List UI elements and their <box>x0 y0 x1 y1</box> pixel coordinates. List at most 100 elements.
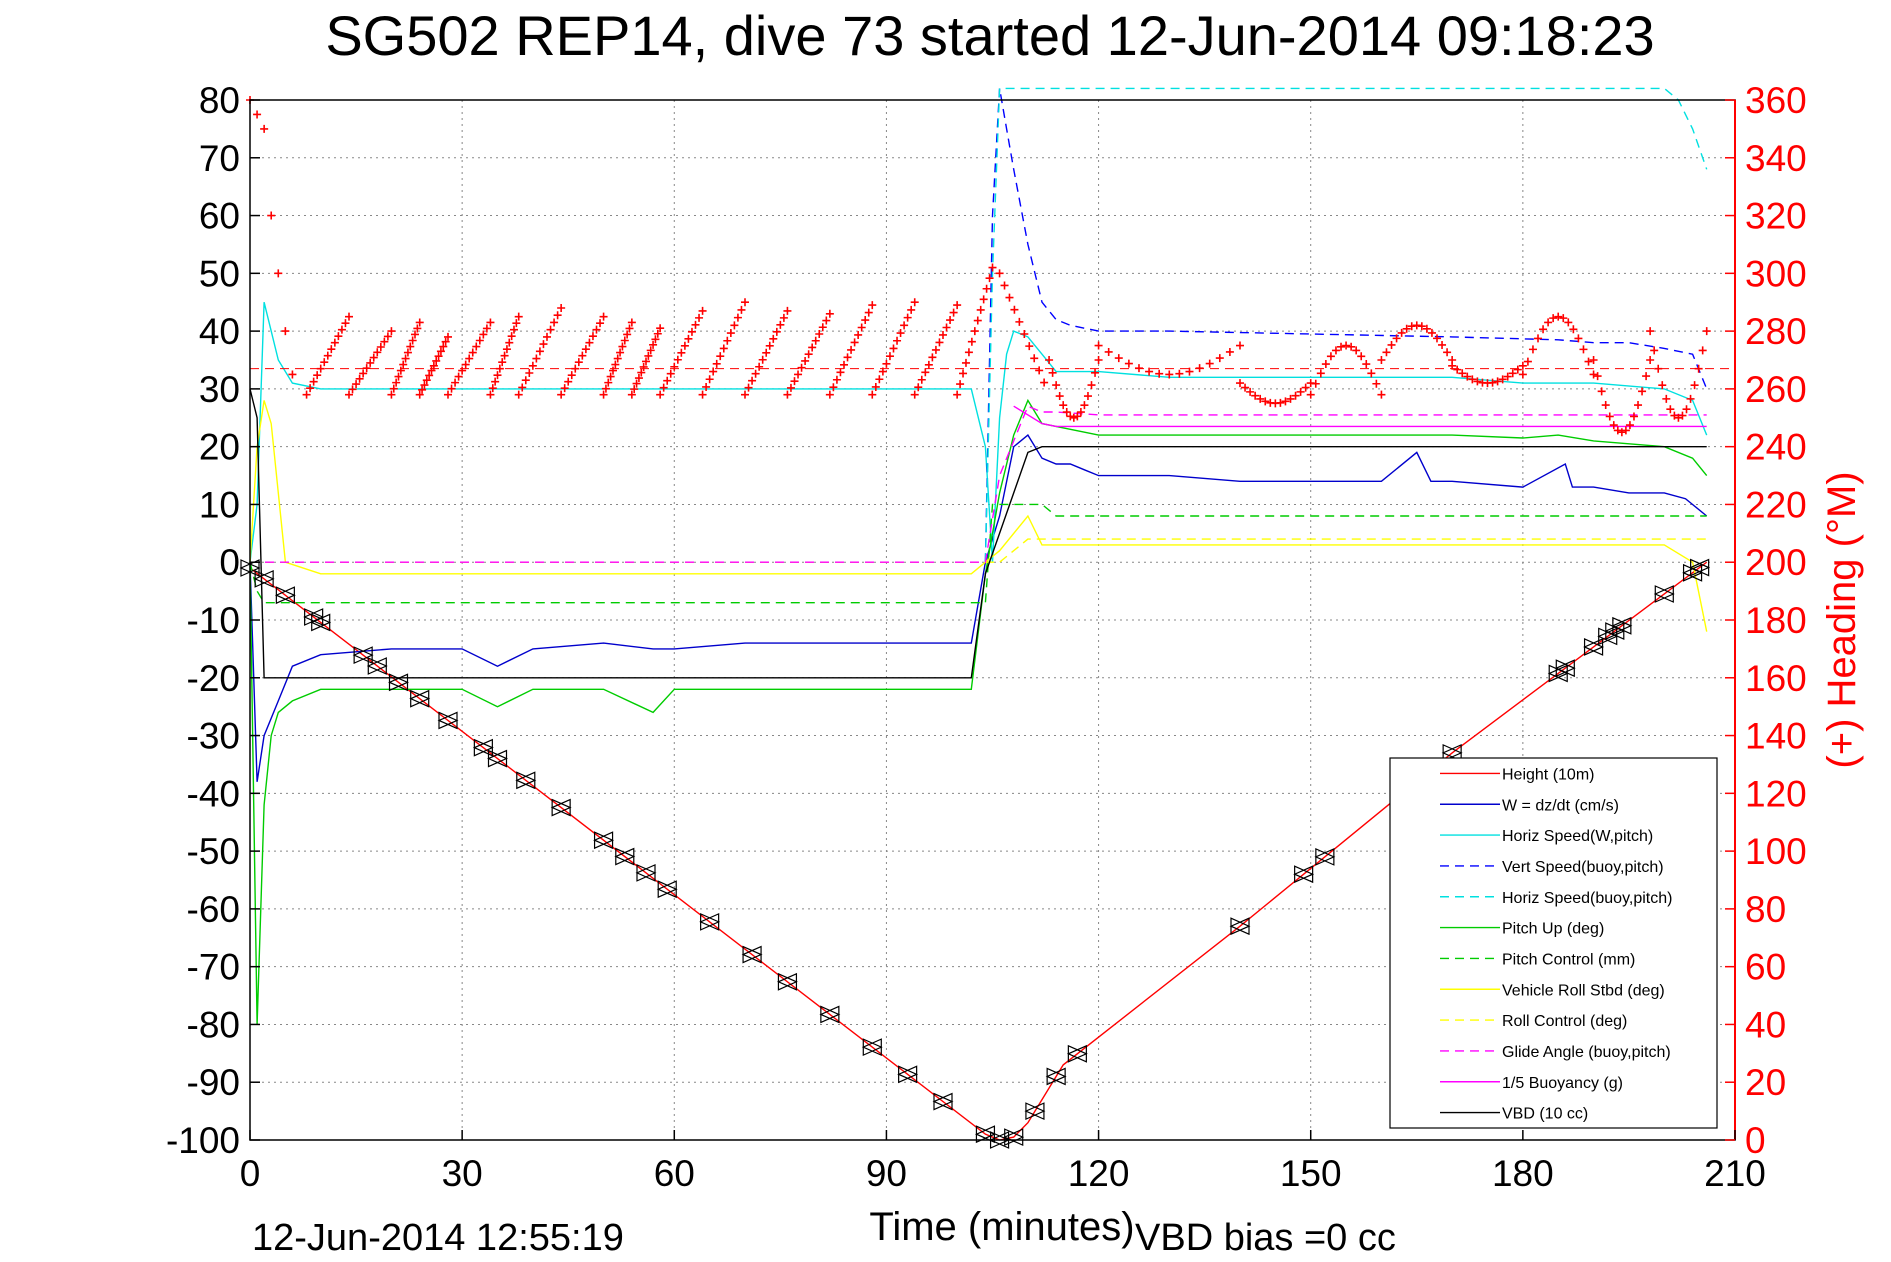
heading-marker <box>1256 394 1265 403</box>
depth-marker <box>741 945 762 964</box>
heading-marker <box>953 390 962 399</box>
heading-marker <box>488 384 497 393</box>
depth-marker <box>819 1005 840 1024</box>
heading-marker <box>535 347 544 356</box>
heading-marker <box>843 353 852 362</box>
heading-marker <box>1052 381 1061 390</box>
heading-marker <box>1634 401 1643 410</box>
x-tick-label: 0 <box>240 1153 261 1194</box>
heading-marker <box>514 390 523 399</box>
depth-marker <box>1689 558 1710 577</box>
heading-marker <box>288 370 297 379</box>
heading-marker <box>345 312 353 321</box>
heading-marker <box>663 376 672 385</box>
heading-marker <box>403 348 412 357</box>
heading-marker <box>592 325 601 334</box>
heading-marker <box>623 330 632 339</box>
heading-marker <box>953 301 962 310</box>
legend-label: VBD (10 cc) <box>1502 1106 1588 1123</box>
heading-marker <box>765 341 774 350</box>
heading-marker <box>1091 368 1100 377</box>
heading-marker <box>1055 392 1064 401</box>
heading-marker <box>366 358 375 367</box>
y2-tick-label: 40 <box>1745 1004 1786 1045</box>
heading-marker <box>411 330 419 339</box>
heading-marker <box>829 383 838 392</box>
heading-marker <box>979 295 988 304</box>
heading-marker <box>578 351 587 360</box>
heading-marker <box>1020 330 1029 338</box>
heading-marker <box>1427 328 1436 337</box>
heading-marker <box>557 390 566 399</box>
heading-marker <box>868 301 877 310</box>
depth-marker <box>1314 847 1335 866</box>
footer-timestamp: 12-Jun-2014 12:55:19 <box>252 1217 624 1259</box>
heading-marker <box>502 345 511 354</box>
heading-marker <box>260 124 269 133</box>
heading-marker <box>1589 356 1598 364</box>
legend-label: 1/5 Buoyancy (g) <box>1502 1075 1623 1092</box>
heading-marker <box>491 377 500 386</box>
heading-marker <box>702 382 711 391</box>
heading-marker <box>341 319 350 328</box>
depth-marker <box>472 738 493 757</box>
heading-marker <box>1076 408 1085 417</box>
heading-marker <box>454 372 463 381</box>
series-layer <box>249 87 1708 1141</box>
depth-marker <box>253 569 274 588</box>
heading-marker <box>1412 321 1421 330</box>
heading-marker <box>1559 314 1568 323</box>
y-tick-label: 60 <box>199 196 240 237</box>
heading-marker <box>670 362 679 371</box>
heading-marker <box>1372 379 1381 388</box>
heading-marker <box>1251 391 1260 400</box>
heading-marker <box>1291 391 1300 400</box>
heading-marker <box>472 342 481 351</box>
heading-marker <box>1185 367 1194 376</box>
heading-marker <box>730 321 739 330</box>
heading-marker <box>956 380 965 389</box>
heading-marker <box>427 366 436 375</box>
heading-marker <box>1337 342 1346 351</box>
heading-marker <box>964 348 973 357</box>
heading-marker <box>618 342 627 351</box>
heading-marker <box>1040 378 1049 387</box>
heading-marker <box>1650 346 1659 355</box>
heading-marker <box>596 319 605 328</box>
y2-tick-label: 340 <box>1745 138 1807 179</box>
legend-label: Roll Control (deg) <box>1502 1013 1627 1030</box>
depth-marker <box>614 847 635 866</box>
heading-marker <box>1629 412 1638 421</box>
heading-marker <box>741 298 749 307</box>
heading-marker <box>1670 411 1679 420</box>
heading-marker <box>1165 370 1174 379</box>
heading-marker <box>769 334 778 343</box>
heading-marker <box>822 316 831 325</box>
series-line-2 <box>249 302 1708 563</box>
heading-marker <box>274 269 283 278</box>
depth-marker <box>776 972 798 991</box>
y2-tick-label: 240 <box>1745 427 1807 468</box>
heading-marker <box>1593 372 1602 381</box>
heading-marker <box>1605 412 1614 421</box>
heading-marker <box>903 313 912 322</box>
heading-marker <box>451 378 460 387</box>
depth-marker <box>1066 1044 1087 1063</box>
y2-tick-label: 0 <box>1745 1120 1766 1161</box>
heading-marker <box>447 384 456 393</box>
heading-markers <box>246 96 1735 437</box>
heading-marker <box>1306 390 1315 399</box>
heading-marker <box>1331 346 1340 355</box>
heading-marker <box>392 378 401 387</box>
heading-marker <box>988 263 997 272</box>
y2-tick-label: 60 <box>1745 947 1786 988</box>
heading-marker <box>1377 390 1386 399</box>
heading-marker <box>574 358 583 367</box>
heading-marker <box>1035 366 1044 375</box>
heading-marker <box>935 338 944 347</box>
heading-marker <box>680 341 689 350</box>
heading-marker <box>684 334 693 343</box>
heading-marker <box>599 312 608 321</box>
depth-marker <box>310 613 331 632</box>
heading-marker <box>967 337 976 346</box>
